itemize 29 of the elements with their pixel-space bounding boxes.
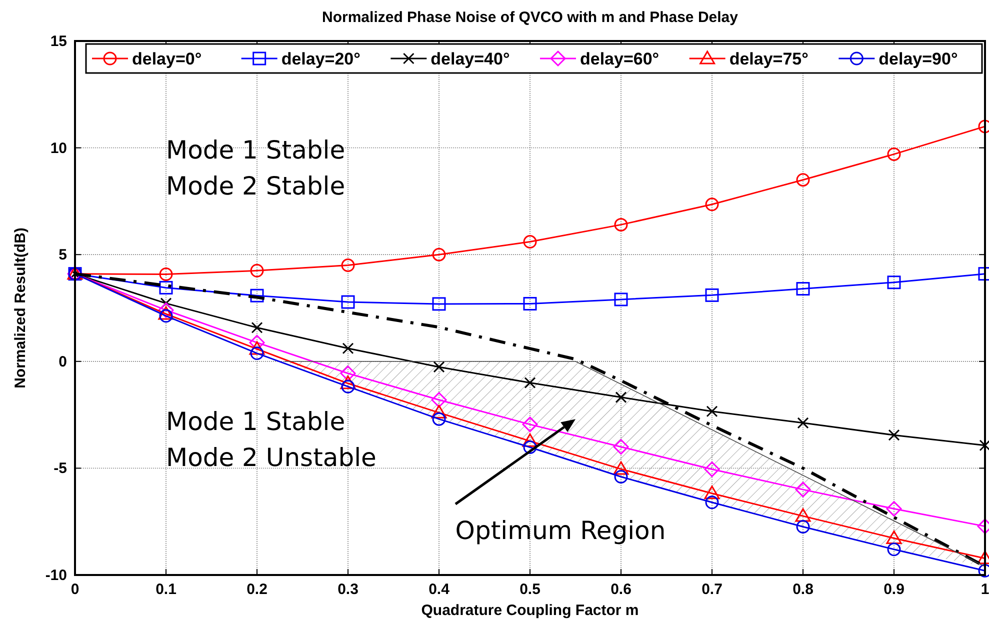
x-axis-title: Quadrature Coupling Factor m — [421, 602, 639, 619]
x-tick-label: 0.5 — [520, 581, 540, 598]
x-tick-label: 0 — [70, 581, 80, 598]
x-tick-label: 0.6 — [610, 581, 632, 598]
chart-title: Normalized Phase Noise of QVCO with m and Phase Delay — [322, 9, 739, 26]
x-tick-label: 0.3 — [338, 581, 358, 598]
x-tick-label: 0.8 — [792, 581, 814, 598]
y-tick-label: -10 — [45, 567, 67, 584]
y-tick-label: 5 — [58, 246, 67, 264]
legend-label: delay=90° — [878, 50, 958, 68]
x-tick-label: 0.7 — [702, 581, 722, 598]
y-axis-title: Normalized Result(dB) — [12, 228, 29, 388]
y-tick-label: -5 — [54, 460, 67, 478]
y-tick-label: 0 — [58, 353, 67, 370]
annotation: Optimum Region — [455, 516, 666, 546]
legend-label: delay=60° — [580, 50, 660, 68]
annotation: Mode 1 Stable Mode 2 Stable — [166, 135, 346, 200]
legend-label: delay=20° — [281, 50, 361, 68]
y-tick-label: 10 — [50, 140, 67, 157]
x-tick-label: 0.2 — [246, 581, 268, 598]
legend-label: delay=0° — [132, 50, 202, 68]
legend-label: delay=40° — [430, 50, 510, 68]
x-tick-label: 0.9 — [884, 581, 904, 598]
legend-label: delay=75° — [729, 50, 809, 68]
y-tick-label: 15 — [50, 33, 67, 50]
x-tick-label: 0.4 — [428, 581, 450, 598]
x-tick-label: 0.1 — [156, 581, 176, 598]
x-tick-label: 1 — [980, 581, 989, 598]
annotation: Mode 1 Stable Mode 2 Unstable — [166, 406, 376, 472]
